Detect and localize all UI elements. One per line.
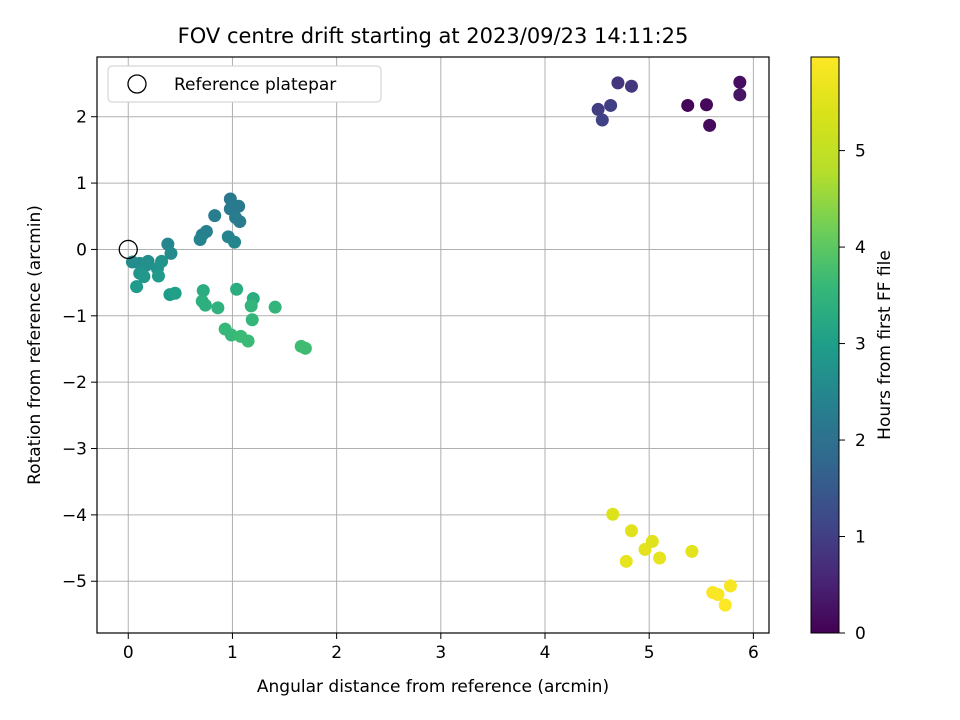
x-axis-ticks: 0 1 2 3 4 5 6 bbox=[123, 633, 759, 663]
colorbar: 0 1 2 3 4 5 Hours from first FF file bbox=[810, 56, 895, 644]
chart-title: FOV centre drift starting at 2023/09/23 … bbox=[178, 24, 689, 48]
reference-marker-icon bbox=[127, 74, 147, 94]
x-tick-label: 3 bbox=[435, 643, 446, 663]
data-point bbox=[268, 300, 282, 314]
data-point bbox=[723, 579, 737, 593]
data-point bbox=[208, 209, 222, 223]
plot-frame bbox=[96, 56, 770, 634]
data-point bbox=[718, 598, 732, 612]
data-point bbox=[298, 341, 312, 355]
y-tick-label: −2 bbox=[62, 373, 87, 393]
x-tick-label: 5 bbox=[644, 643, 655, 663]
colorbar-ticks: 0 1 2 3 4 5 bbox=[839, 142, 866, 644]
data-point bbox=[591, 102, 605, 116]
colorbar-tick-label: 0 bbox=[855, 624, 866, 644]
data-point bbox=[638, 542, 652, 556]
data-point bbox=[228, 235, 242, 249]
y-tick-label: −4 bbox=[62, 506, 87, 526]
data-point bbox=[624, 524, 638, 538]
data-point bbox=[241, 334, 255, 348]
colorbar-tick-label: 5 bbox=[855, 142, 866, 162]
data-point bbox=[137, 270, 151, 284]
data-point bbox=[685, 544, 699, 558]
colorbar-tick-label: 4 bbox=[855, 238, 866, 258]
colorbar-gradient bbox=[810, 56, 840, 634]
y-tick-label: −5 bbox=[62, 572, 87, 592]
y-axis-label: Rotation from reference (arcmin) bbox=[25, 205, 45, 485]
legend-box bbox=[107, 65, 382, 103]
x-tick-label: 0 bbox=[123, 643, 134, 663]
colorbar-label: Hours from first FF file bbox=[875, 250, 895, 440]
data-point bbox=[151, 269, 165, 283]
y-tick-label: −1 bbox=[62, 307, 87, 327]
data-point bbox=[244, 299, 258, 313]
data-point bbox=[245, 313, 259, 327]
y-tick-label: 1 bbox=[76, 174, 87, 194]
data-point bbox=[703, 118, 717, 132]
data-point bbox=[130, 280, 144, 294]
legend: Reference platepar bbox=[107, 65, 382, 103]
data-point bbox=[606, 507, 620, 521]
y-tick-label: −3 bbox=[62, 440, 87, 460]
data-point bbox=[733, 75, 747, 89]
y-tick-label: 2 bbox=[76, 108, 87, 128]
y-tick-label: 0 bbox=[76, 240, 87, 260]
colorbar-tick-label: 3 bbox=[855, 335, 866, 355]
data-point bbox=[699, 98, 713, 112]
data-point bbox=[604, 98, 618, 112]
data-point bbox=[619, 554, 633, 568]
data-point bbox=[230, 282, 244, 296]
data-point bbox=[193, 232, 207, 246]
data-point bbox=[733, 88, 747, 102]
data-point bbox=[211, 301, 225, 315]
data-point bbox=[595, 113, 609, 127]
legend-label: Reference platepar bbox=[174, 75, 336, 95]
data-point bbox=[164, 246, 178, 260]
x-tick-label: 4 bbox=[540, 643, 551, 663]
x-tick-label: 6 bbox=[748, 643, 759, 663]
colorbar-tick-label: 2 bbox=[855, 431, 866, 451]
x-axis-label: Angular distance from reference (arcmin) bbox=[257, 677, 609, 697]
data-point bbox=[223, 192, 237, 206]
x-tick-label: 2 bbox=[331, 643, 342, 663]
data-point bbox=[611, 76, 625, 90]
data-point bbox=[653, 551, 667, 565]
data-point bbox=[624, 79, 638, 93]
y-axis-ticks: 2 1 0 −1 −2 −3 −4 −5 bbox=[62, 108, 97, 592]
grid bbox=[97, 57, 769, 633]
x-tick-label: 1 bbox=[227, 643, 238, 663]
data-point bbox=[198, 298, 212, 312]
data-point bbox=[168, 286, 182, 300]
data-point bbox=[196, 284, 210, 298]
scatter-points bbox=[118, 75, 747, 612]
data-point bbox=[711, 588, 725, 602]
data-point bbox=[681, 98, 695, 112]
reference-point bbox=[118, 239, 138, 260]
data-point bbox=[233, 215, 247, 229]
colorbar-tick-label: 1 bbox=[855, 528, 866, 548]
